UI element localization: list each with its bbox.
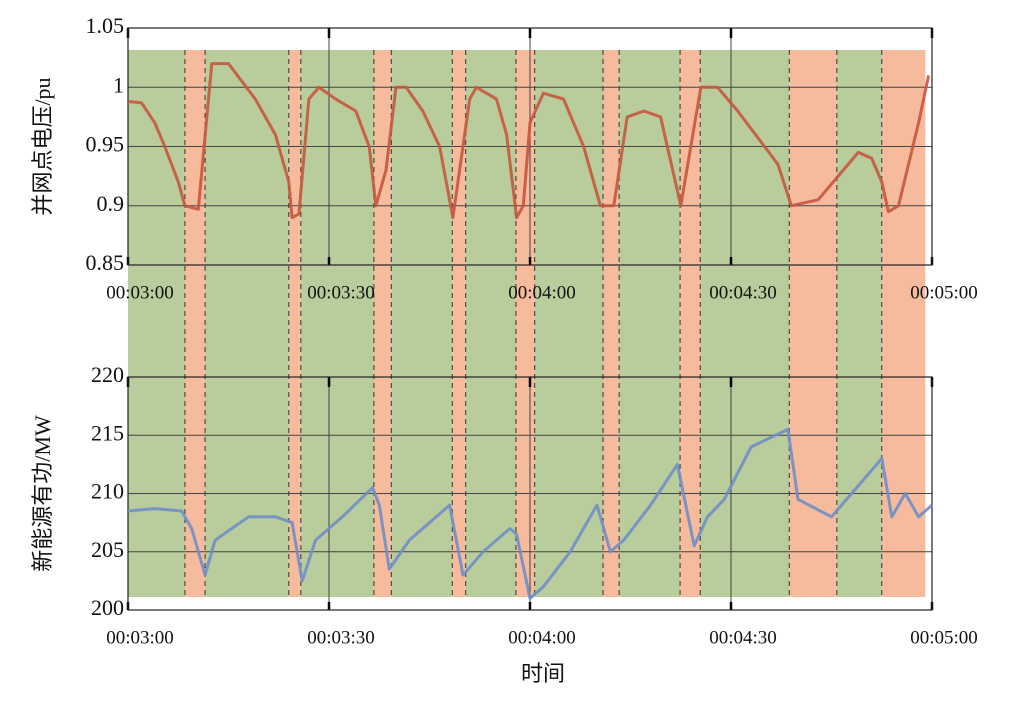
x-tick-label: 00:04:00 [508, 282, 576, 303]
region [373, 50, 392, 597]
region [300, 50, 374, 597]
x-tick-label: 00:03:30 [307, 282, 375, 303]
region [391, 50, 453, 597]
y-tick-label: 215 [91, 420, 124, 445]
region [534, 50, 604, 597]
region [205, 50, 289, 597]
plot-frame [127, 27, 933, 266]
region [288, 50, 301, 597]
region [452, 50, 466, 597]
x-tick-label: 00:04:30 [709, 627, 777, 648]
region [128, 50, 185, 597]
x-axis-title: 时间 [521, 661, 565, 686]
y-axis-title: 并网点电压/pu [30, 77, 55, 215]
region [603, 50, 620, 597]
region [680, 50, 701, 597]
y-tick-label: 205 [91, 537, 124, 562]
y-tick-label: 210 [91, 479, 124, 504]
x-tick-label: 00:05:00 [910, 627, 978, 648]
x-tick-label: 00:04:30 [709, 282, 777, 303]
y-tick-label: 1 [113, 72, 124, 97]
y-axis-title: 新能源有功/MW [30, 415, 55, 572]
region [184, 50, 206, 597]
x-tick-label: 00:03:30 [307, 627, 375, 648]
y-tick-label: 0.85 [86, 250, 125, 275]
series-line [127, 427, 933, 600]
y-tick-label: 220 [91, 362, 124, 387]
x-tick-label: 00:03:00 [106, 627, 174, 648]
y-tick-label: 1.05 [86, 13, 125, 38]
region [700, 50, 790, 597]
x-tick-label: 00:03:00 [106, 282, 174, 303]
x-tick-label: 00:05:00 [910, 282, 978, 303]
region [619, 50, 681, 597]
x-tick-label: 00:04:00 [508, 627, 576, 648]
plot-frame [127, 376, 933, 611]
region [515, 50, 535, 597]
region [836, 50, 882, 597]
y-tick-label: 0.9 [97, 191, 125, 216]
y-tick-label: 0.95 [86, 132, 125, 157]
y-tick-label: 200 [91, 595, 124, 620]
region [465, 50, 516, 597]
series-line [127, 62, 931, 220]
